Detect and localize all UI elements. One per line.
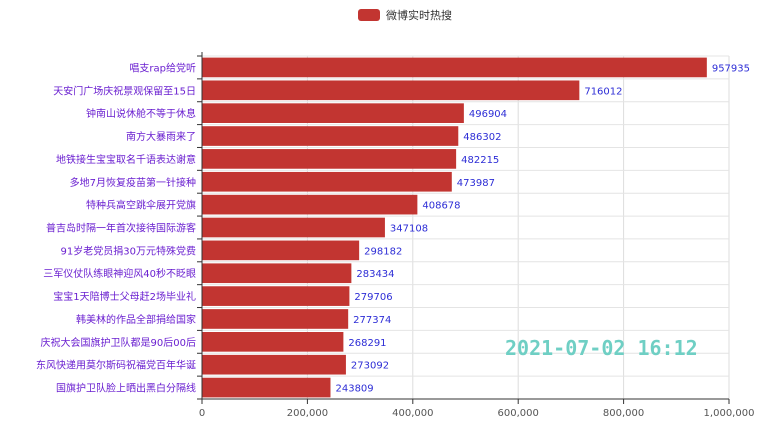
bar: [202, 171, 452, 192]
category-label: 韩美林的作品全部捐给国家: [76, 313, 196, 326]
bar-value-label: 277374: [353, 315, 391, 326]
x-tick-label: 400,000: [392, 408, 433, 419]
category-label: 91岁老党员捐30万元特殊党费: [61, 244, 196, 257]
bar: [202, 57, 707, 78]
legend-swatch: [358, 9, 380, 21]
legend-item[interactable]: 微博实时热搜: [358, 7, 452, 23]
bar-value-label: 347108: [390, 224, 428, 235]
x-tick-label: 600,000: [498, 408, 539, 419]
bar-value-label: 243809: [335, 384, 373, 395]
category-label: 南方大暴雨来了: [126, 130, 196, 143]
bar-value-label: 496904: [469, 109, 507, 120]
bar-value-label: 298182: [364, 246, 402, 257]
x-tick-label: 0: [199, 408, 205, 419]
bar: [202, 263, 352, 284]
bar: [202, 80, 580, 101]
category-label: 普吉岛时隔一年首次接待国际游客: [46, 222, 196, 235]
bar-value-label: 486302: [463, 132, 501, 143]
x-tick-label: 200,000: [287, 408, 328, 419]
category-label: 庆祝大会国旗护卫队都是90后00后: [41, 336, 196, 349]
category-label: 东风快递用莫尔斯码祝福党百年华诞: [36, 359, 196, 372]
category-label: 宝宝1天陪博士父母赶2场毕业礼: [53, 290, 196, 303]
category-label: 唱支rap给党听: [129, 61, 196, 74]
category-label: 国旗护卫队脸上晒出黑白分隔线: [56, 382, 196, 395]
category-label: 特种兵高空跳伞展开党旗: [86, 199, 196, 212]
bar: [202, 377, 331, 398]
bar: [202, 103, 464, 123]
bar: [202, 354, 346, 375]
x-tick-label: 800,000: [603, 408, 644, 419]
bar-value-label: 279706: [354, 292, 392, 303]
category-label: 地铁接生宝宝取名千语表达谢意: [56, 153, 196, 166]
bar-value-label: 268291: [348, 338, 386, 349]
bar-value-label: 408678: [422, 201, 460, 212]
category-label: 三军仪仗队练眼神迎风40秒不眨眼: [43, 267, 196, 280]
bar-value-label: 957935: [712, 63, 750, 74]
timestamp-annotation: 2021-07-02 16:12: [505, 336, 698, 360]
x-tick-label: 1,000,000: [704, 408, 755, 419]
bar: [202, 126, 459, 146]
category-label: 钟南山说休舱不等于休息: [86, 107, 196, 120]
bar-value-label: 716012: [584, 86, 622, 97]
bar: [202, 194, 418, 215]
bar-value-label: 273092: [351, 361, 389, 372]
bar-value-label: 482215: [461, 155, 499, 166]
bar: [202, 149, 457, 169]
bar-value-label: 283434: [356, 269, 394, 280]
category-label: 多地7月恢复疫苗第一针接种: [70, 176, 196, 189]
category-label: 天安门广场庆祝景观保留至15日: [53, 84, 196, 97]
bar: [202, 286, 350, 306]
legend-label: 微博实时热搜: [386, 9, 452, 22]
bar: [202, 309, 349, 329]
bar: [202, 217, 385, 238]
bar: [202, 332, 344, 352]
bar: [202, 240, 360, 261]
bar-value-label: 473987: [457, 178, 495, 189]
